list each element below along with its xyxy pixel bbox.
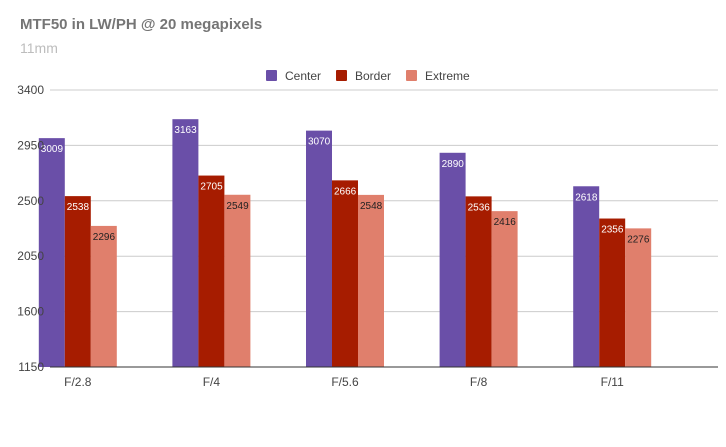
- bar-extreme: [224, 194, 251, 367]
- y-tick-label: 1600: [17, 305, 44, 319]
- legend-swatch-border: [336, 70, 347, 81]
- y-tick-label: 1150: [18, 360, 44, 374]
- bar-value-label: 2549: [226, 201, 249, 212]
- chart-subtitle: 11mm: [20, 40, 58, 56]
- bar-value-label: 2705: [200, 182, 223, 193]
- bar-extreme: [358, 194, 384, 367]
- bar-border: [332, 180, 358, 367]
- legend: Center Border Extreme: [266, 69, 470, 83]
- legend-label-border: Border: [355, 69, 391, 83]
- legend-label-center: Center: [285, 69, 321, 83]
- bar-center: [172, 119, 199, 367]
- legend-label-extreme: Extreme: [425, 69, 470, 83]
- bar-extreme: [625, 228, 652, 367]
- y-tick-label: 2950: [17, 138, 44, 152]
- bar-value-label: 2618: [575, 192, 598, 203]
- bar-extreme: [491, 211, 518, 367]
- bar-border: [64, 196, 91, 367]
- bar-value-label: 2536: [468, 202, 491, 213]
- x-tick-label: F/11: [601, 375, 624, 389]
- bar-value-label: 3070: [308, 137, 331, 148]
- bar-border: [465, 196, 492, 367]
- bar-extreme: [90, 225, 117, 367]
- bar-value-label: 2416: [494, 217, 517, 228]
- bar-value-label: 2296: [93, 232, 116, 243]
- bar-center: [573, 186, 600, 367]
- bar-center: [306, 130, 332, 367]
- y-tick-label: 2500: [17, 194, 44, 208]
- bar-value-label: 2666: [334, 186, 357, 197]
- bar-value-label: 2548: [360, 201, 383, 212]
- bar-center: [439, 152, 466, 367]
- bar-center: [38, 138, 65, 367]
- chart-title: MTF50 in LW/PH @ 20 megapixels: [20, 16, 263, 33]
- bar-value-label: 2276: [627, 234, 650, 245]
- x-tick-label: F/4: [203, 375, 221, 389]
- y-tick-label: 2050: [17, 249, 44, 263]
- bars: [38, 119, 652, 367]
- bar-value-label: 2356: [601, 225, 624, 236]
- axes: 1150 1600 2050 2500 2950 3400 F/2.8 F/4 F/5.6 F/8…: [17, 83, 718, 389]
- x-tick-label: F/8: [470, 375, 488, 389]
- legend-swatch-center: [266, 70, 277, 81]
- y-tick-label: 3400: [17, 83, 44, 97]
- legend-swatch-extreme: [406, 70, 417, 81]
- bar-value-label: 2890: [442, 159, 465, 170]
- bar-value-label: 2538: [67, 202, 90, 213]
- x-tick-label: F/2.8: [64, 375, 92, 389]
- bar-border: [599, 218, 626, 367]
- bar-value-label: 3163: [174, 125, 197, 136]
- x-tick-label: F/5.6: [331, 375, 359, 389]
- bar-border: [198, 175, 225, 367]
- bar-value-label: 3009: [41, 144, 64, 155]
